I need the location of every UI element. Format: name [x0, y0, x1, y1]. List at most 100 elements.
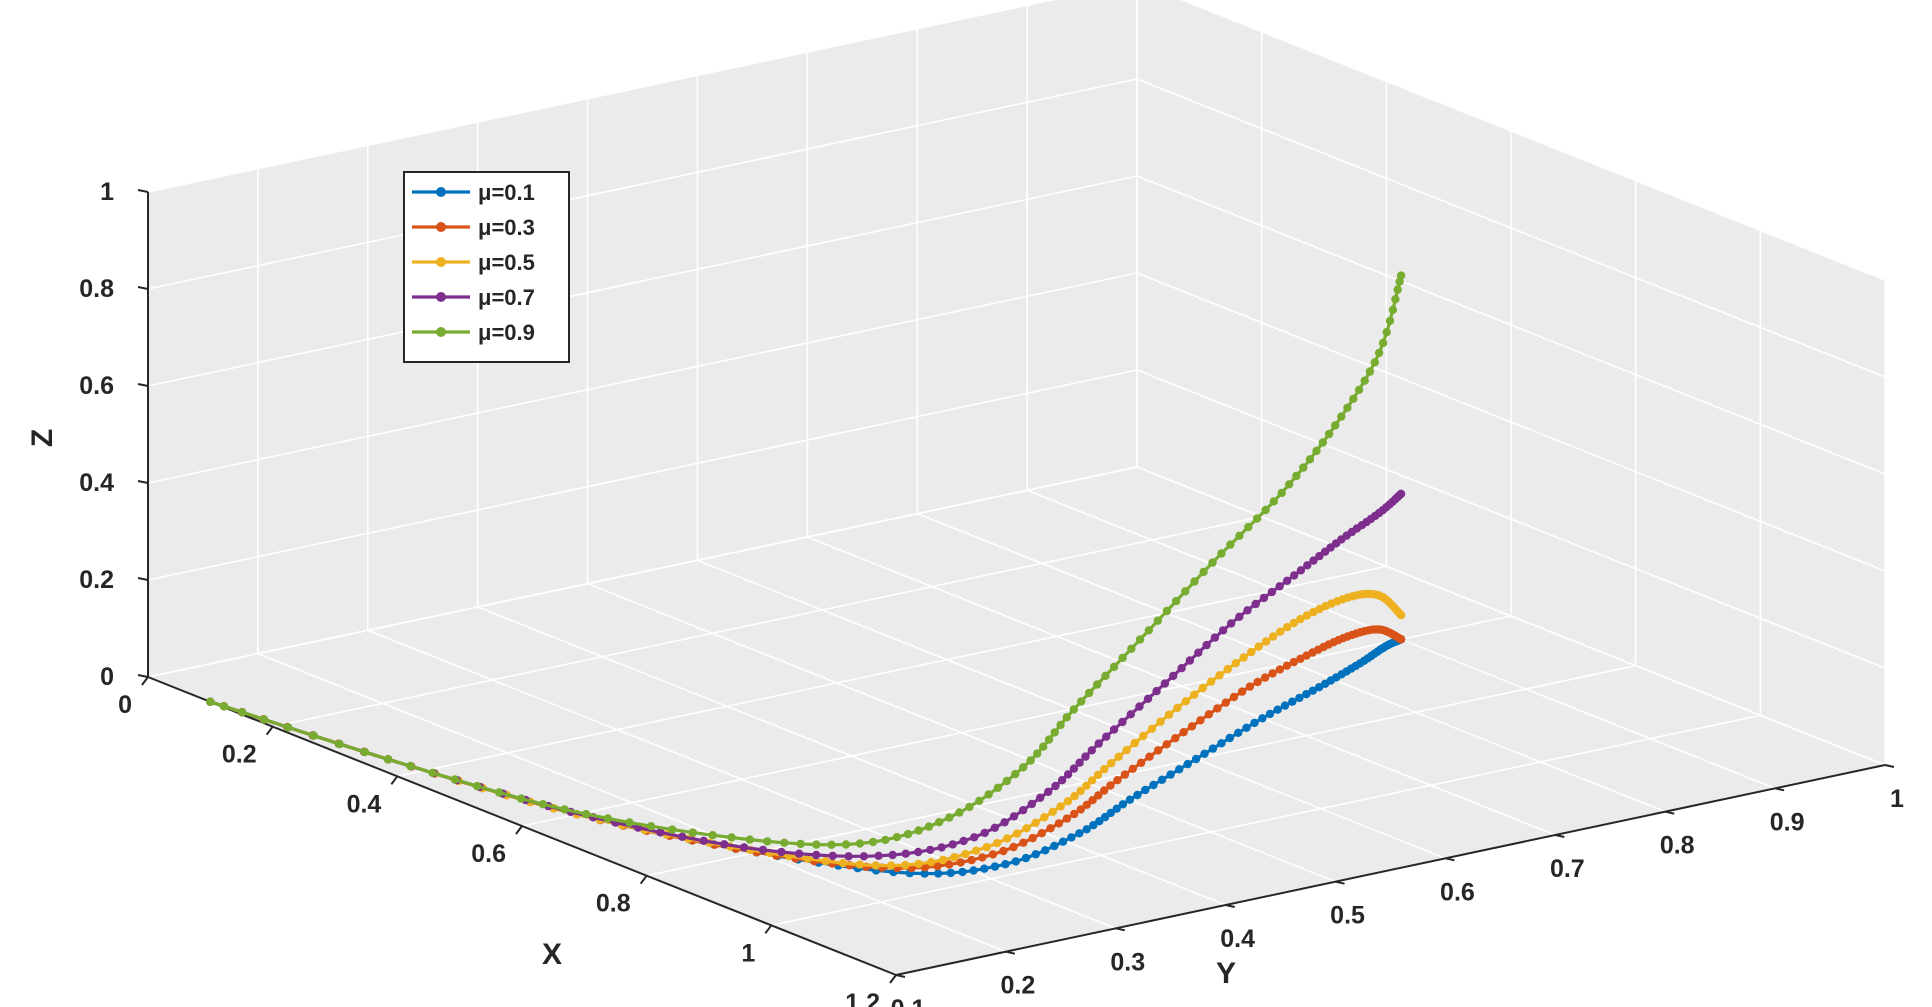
x-tick-mark — [515, 825, 523, 835]
series-point — [472, 781, 482, 791]
series-point — [1225, 733, 1235, 743]
series-point — [625, 818, 634, 827]
series-point — [1109, 725, 1119, 734]
series-point — [1001, 860, 1010, 869]
y-tick-mark — [1335, 880, 1345, 885]
series-point — [961, 849, 970, 859]
series-point — [1171, 596, 1181, 606]
series-point — [1268, 669, 1277, 678]
series-point — [1296, 614, 1305, 624]
series-point — [948, 840, 957, 849]
series-point — [1082, 825, 1091, 834]
series-point — [1067, 833, 1076, 842]
series-point — [956, 858, 965, 867]
series-point — [1396, 610, 1406, 620]
series-point — [1094, 791, 1103, 800]
series-point — [538, 800, 548, 809]
series-point — [1303, 561, 1312, 570]
series-point — [1252, 514, 1262, 523]
series-point — [1206, 677, 1216, 686]
series-point — [758, 845, 768, 855]
series-point — [901, 860, 910, 870]
z-tick-mark — [137, 480, 149, 484]
x-tick-label: 0.4 — [347, 790, 382, 818]
z-tick-label: 0.2 — [79, 566, 114, 594]
series-point — [945, 860, 954, 869]
series-point — [803, 854, 812, 863]
series-point — [1305, 455, 1315, 464]
series-point — [945, 813, 954, 822]
series-point — [1179, 728, 1188, 737]
series-point — [1218, 626, 1228, 635]
z-tick-mark — [137, 674, 149, 678]
y-tick-mark — [1665, 810, 1675, 815]
series-point — [980, 864, 989, 873]
series-point — [1039, 742, 1048, 751]
series-point — [1378, 338, 1388, 348]
series-point — [1190, 690, 1199, 699]
series-point — [1012, 829, 1022, 838]
series-point — [1153, 616, 1163, 625]
series-point — [1198, 683, 1207, 693]
series-point — [1226, 540, 1235, 549]
series-point — [914, 847, 923, 857]
series-point — [1044, 735, 1054, 744]
z-tick-label: 0 — [100, 663, 114, 691]
series-point — [1118, 717, 1127, 727]
series-point — [965, 802, 974, 812]
series-point — [1337, 412, 1346, 421]
series-point — [1190, 577, 1199, 586]
series-point — [1101, 671, 1110, 680]
series-point — [855, 839, 865, 848]
series-point — [1343, 403, 1352, 412]
series-point — [871, 861, 880, 870]
series-point — [1128, 764, 1138, 773]
series-point — [903, 829, 913, 839]
series-point — [1245, 682, 1255, 691]
series-point — [1019, 763, 1028, 772]
series-point — [1202, 640, 1211, 650]
x-tick-mark — [889, 974, 897, 984]
series-point — [999, 846, 1008, 856]
series-point — [1157, 775, 1167, 784]
series-point — [309, 731, 318, 740]
series-point — [1126, 710, 1136, 719]
series-point — [1213, 704, 1222, 713]
series-point — [1056, 802, 1065, 811]
series-point — [1393, 285, 1402, 294]
series-point — [1031, 818, 1040, 827]
z-tick-mark — [137, 577, 149, 581]
series-point — [1036, 793, 1045, 802]
series-point — [1082, 800, 1092, 809]
x-tick-mark — [764, 924, 773, 934]
series-point — [428, 768, 437, 777]
series-point — [603, 814, 612, 823]
series-point — [678, 832, 687, 841]
series-point — [1237, 687, 1247, 696]
axis-lines — [137, 189, 1895, 984]
legend-box — [403, 171, 570, 363]
series-point — [450, 775, 459, 784]
series-point — [1235, 531, 1244, 540]
y-tick-mark — [1774, 787, 1785, 792]
z-tick-label: 0.6 — [79, 372, 114, 400]
series-point — [1374, 348, 1384, 358]
series-point — [1349, 394, 1358, 403]
series-point — [1002, 776, 1011, 786]
series-point — [1261, 637, 1271, 646]
series-point — [727, 833, 736, 842]
series-point — [1081, 752, 1090, 761]
legend-marker — [436, 327, 446, 337]
series-point — [855, 860, 864, 869]
series-point — [859, 852, 869, 861]
series-point — [933, 861, 942, 871]
series-point — [1171, 734, 1180, 743]
series-point — [1282, 623, 1292, 632]
x-tick-mark — [639, 875, 648, 885]
series-point — [1076, 786, 1085, 796]
series-point — [238, 708, 247, 717]
series-point — [1288, 697, 1297, 706]
series-point — [1181, 587, 1190, 596]
series-point — [1058, 837, 1068, 846]
series-point — [668, 825, 677, 834]
